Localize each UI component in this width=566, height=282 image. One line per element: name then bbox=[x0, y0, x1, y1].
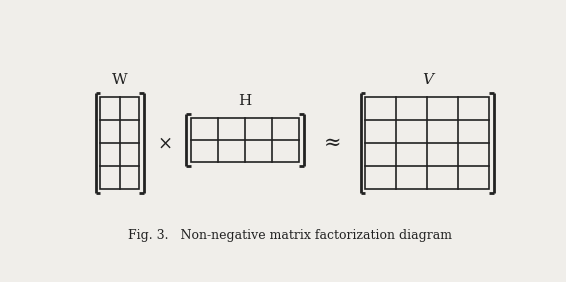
Bar bbox=[191, 118, 299, 162]
Text: W: W bbox=[112, 73, 127, 87]
Text: ×: × bbox=[157, 134, 173, 152]
Text: ≈: ≈ bbox=[324, 134, 341, 153]
Bar bbox=[365, 97, 489, 190]
Text: V: V bbox=[422, 73, 433, 87]
Text: Fig. 3.   Non-negative matrix factorization diagram: Fig. 3. Non-negative matrix factorizatio… bbox=[128, 229, 452, 242]
Text: H: H bbox=[238, 94, 252, 108]
Bar bbox=[100, 97, 139, 190]
